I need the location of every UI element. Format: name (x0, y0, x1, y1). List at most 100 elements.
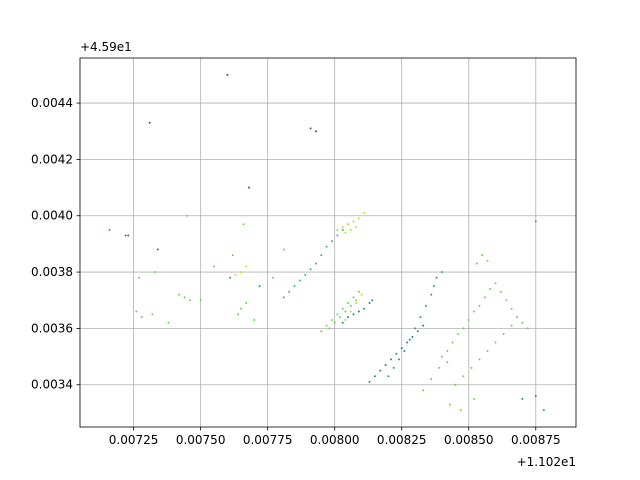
data-point (167, 321, 170, 324)
data-point (325, 245, 328, 248)
data-point (349, 304, 352, 307)
data-point (258, 285, 261, 288)
data-point (534, 220, 537, 223)
data-point (355, 226, 358, 229)
data-point (336, 228, 339, 231)
data-point (521, 397, 524, 400)
data-point (363, 307, 366, 310)
data-point (347, 316, 350, 319)
data-point (451, 341, 454, 344)
data-point (432, 285, 435, 288)
data-point (440, 355, 443, 358)
data-point (392, 366, 395, 369)
x-tick-label: 0.00775 (243, 433, 293, 447)
data-point (448, 403, 451, 406)
data-point (154, 271, 157, 274)
data-point (231, 254, 234, 257)
data-point (349, 228, 352, 231)
data-point (435, 276, 438, 279)
data-point (213, 265, 216, 268)
data-point (148, 121, 151, 124)
data-point (199, 299, 202, 302)
data-point (467, 318, 470, 321)
data-point (478, 304, 481, 307)
data-point (357, 290, 360, 293)
data-point (352, 296, 355, 299)
data-point (355, 299, 358, 302)
data-point (331, 318, 334, 321)
data-point (416, 330, 419, 333)
data-point (309, 268, 312, 271)
data-point (352, 220, 355, 223)
data-point (360, 293, 363, 296)
data-point (521, 321, 524, 324)
data-point (395, 352, 398, 355)
data-point (127, 234, 130, 237)
data-point (288, 290, 291, 293)
data-point (151, 313, 154, 316)
data-point (462, 375, 465, 378)
data-point (502, 333, 505, 336)
data-point (124, 234, 127, 237)
y-tick-label: 0.0038 (31, 265, 73, 279)
data-point (430, 378, 433, 381)
data-point (304, 273, 307, 276)
data-point (379, 369, 382, 372)
data-point (341, 321, 344, 324)
data-point (333, 321, 336, 324)
data-point (489, 287, 492, 290)
x-tick-label: 0.00825 (377, 433, 427, 447)
ticks: 0.00725 0.00750 0.00775 0.00800 0.00825 0.008… (31, 96, 561, 447)
data-point (411, 335, 414, 338)
data-point (237, 313, 240, 316)
data-point (414, 327, 417, 330)
data-point (494, 341, 497, 344)
y-tick-label: 0.0044 (31, 96, 73, 110)
data-point (328, 327, 331, 330)
data-point (542, 409, 545, 412)
y-tick-label: 0.0034 (31, 378, 73, 392)
data-point (446, 361, 449, 364)
data-point (505, 299, 508, 302)
data-point (368, 302, 371, 305)
data-point (178, 293, 181, 296)
data-point (245, 265, 248, 268)
data-point (473, 397, 476, 400)
y-tick-label: 0.0042 (31, 152, 73, 166)
data-point (368, 380, 371, 383)
data-point (314, 130, 317, 133)
data-point (470, 366, 473, 369)
data-point (309, 127, 312, 130)
x-offset-label: +1.102e1 (517, 455, 576, 469)
data-point (516, 316, 519, 319)
plot-area-frame (79, 57, 577, 428)
x-tick-label: 0.00750 (176, 433, 226, 447)
x-tick-label: 0.00725 (109, 433, 159, 447)
data-point (253, 318, 256, 321)
data-point (400, 347, 403, 350)
data-point (226, 73, 229, 76)
data-point (293, 285, 296, 288)
data-point (419, 316, 422, 319)
data-point (478, 358, 481, 361)
data-point (408, 338, 411, 341)
data-point (298, 279, 301, 282)
data-point (186, 214, 189, 217)
data-point (140, 316, 143, 319)
data-point (320, 254, 323, 257)
data-point (438, 366, 441, 369)
data-point (387, 375, 390, 378)
data-point (462, 327, 465, 330)
data-point (357, 217, 360, 220)
data-point (229, 276, 232, 279)
data-point (341, 307, 344, 310)
x-tick-label: 0.00850 (444, 433, 494, 447)
data-point (336, 234, 339, 237)
data-point (247, 186, 250, 189)
data-point (331, 240, 334, 243)
data-point (349, 310, 352, 313)
data-point (347, 302, 350, 305)
data-point (344, 318, 347, 321)
